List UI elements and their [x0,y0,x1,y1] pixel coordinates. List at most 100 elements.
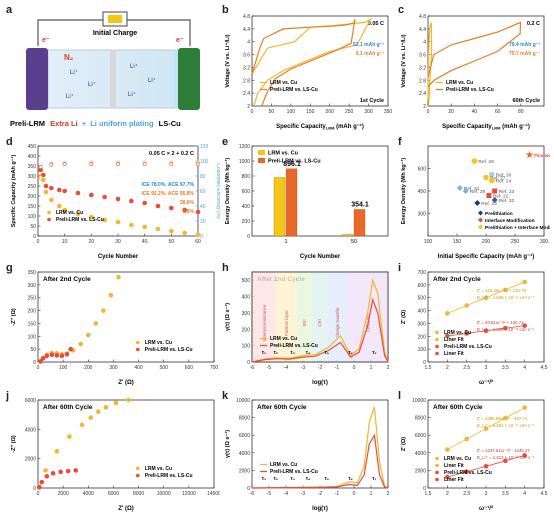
data-point [89,192,94,198]
x-tick-label: 2000 [58,491,69,497]
data-point [62,188,67,194]
data-point [64,351,70,357]
tau-label: τ₆ [348,350,353,356]
y-tick-label: 300 [418,321,427,327]
y2-tick-label: 20 [200,219,206,225]
li-ion: Li⁺ [70,69,78,76]
data-point-label: Ref. 32 [499,198,515,204]
data-point [78,341,84,347]
x-tick-label: 3 [485,365,488,371]
data-point [522,453,527,458]
data-point [445,311,450,316]
x-tick-label: 250 [345,109,354,115]
y-tick-label: 10000 [412,398,426,404]
data-point [36,484,42,490]
legend-label: LRM vs. Cu [145,340,172,346]
data-point [169,205,174,211]
x-axis-label: Cycle Number [98,254,139,260]
y-tick-label: 3.6 [243,53,250,59]
y-tick-label: 4 [423,40,426,46]
annotation: 79.7 mAh g⁻¹ [509,51,540,57]
chart-title: After 2nd Cycle [43,276,91,283]
y-tick-label: 4.8 [419,14,426,20]
data-point [483,463,489,469]
tau-label: τ₄ [306,350,311,356]
data-point-label: Ref. 33 [481,201,497,207]
y-tick-label: 350 [28,270,37,276]
x-axis-label: Cycle Number [300,254,341,260]
data-point [522,279,527,285]
data-point [96,409,101,415]
data-point [503,458,508,464]
panel-label-b: b [222,4,229,16]
data-point-label: Ref. 31 [464,186,480,192]
legend-marker [435,477,439,482]
y-axis-label: γ(τ) (Ω s⁻¹) [224,430,231,458]
x-tick-label: 150 [306,109,315,115]
data-point [89,162,94,166]
data-point [68,346,73,352]
legend-marker [435,351,439,356]
x-axis-label: log(τ) [312,380,328,386]
data-point [489,177,495,184]
y-tick-label: 2000 [239,468,250,474]
y-tick-label: 100 [418,347,427,353]
x-tick-label: 50 [269,109,275,115]
legend-label: Preli-LRM vs. LS-Cu [270,343,318,349]
x-tick-label: 10 [62,239,68,245]
li-ion: Li⁺ [88,81,96,88]
legend-label: LRM vs. Cu [446,80,473,86]
x-tick-label: -4 [284,491,289,497]
y-tick-label: 2.4 [243,91,250,97]
legend-marker [435,456,439,461]
y-tick-label: 4000 [239,451,250,457]
x-tick-label: 3.5 [502,365,509,371]
li-ion: Li⁺ [130,63,138,70]
chart-b: 2 2.4 2.8 3.2 3.6 4 4.4 4.8 0 50 100 150 200 250 300 35… [224,14,392,131]
y-tick-label: 3.2 [419,65,426,71]
fit-equation: D_Li⁺ = 1.335 × 10⁻¹³ cm² s⁻¹ [477,327,535,332]
x-axis-label: Specific CapacityLRM (mAh g⁻¹) [442,123,530,131]
series-line [251,406,389,489]
x-tick-label: 2 [387,491,390,497]
annotation: ICE 78.0%, ACE 97.7% [141,182,194,188]
data-point [89,214,94,220]
data-point [486,193,492,198]
y-tick-label: 6000 [239,433,250,439]
data-point [49,162,54,167]
x-tick-label: 2 [387,365,390,371]
y-tick-label: 2.8 [419,78,426,84]
annotation: 9.1 mAh g⁻¹ [356,51,385,57]
bar [353,209,366,237]
data-point [489,171,495,178]
electron-left: e⁻ [42,37,50,44]
data-point [182,230,187,236]
chart-e: 0 200 400 600 800 1000 1200 Cycle Number Energy … [224,144,389,260]
y-tick-label: 0 [247,360,250,366]
y-tick-label: 350 [28,164,37,170]
y-tick-label: 8000 [239,416,250,422]
data-point [67,434,72,439]
x-tick-label: 0 [427,109,430,115]
fit-equation: Z' = 1237.61ω⁻¹/² - 1245.17 [477,448,531,453]
x-axis-label-unit: (mAh g⁻¹) [500,123,530,130]
panel-label-c: c [398,4,405,16]
legend-marker [47,210,51,215]
data-point [462,188,469,194]
x-tick-label: 500 [160,365,169,371]
data-point [155,226,161,232]
data-point [129,222,134,228]
y-tick-label: 2000 [415,468,426,474]
data-point [116,274,121,280]
data-point [155,203,161,209]
y-tick-label: 10000 [236,398,250,404]
y-tick-label: 4.8 [243,14,250,20]
data-point-label: Ref. 22 [493,194,509,200]
y-tick-label: 450 [28,144,37,150]
data-point [85,332,91,338]
caption-extra-li: Extra Li [50,119,78,128]
legend-label: Liner Fit [444,477,464,483]
x-axis-label: Z' (Ω) [118,506,134,512]
legend-label: Preli-LRM vs. LS-Cu [270,87,318,93]
data-point-label: Ref. 23 [499,189,515,195]
